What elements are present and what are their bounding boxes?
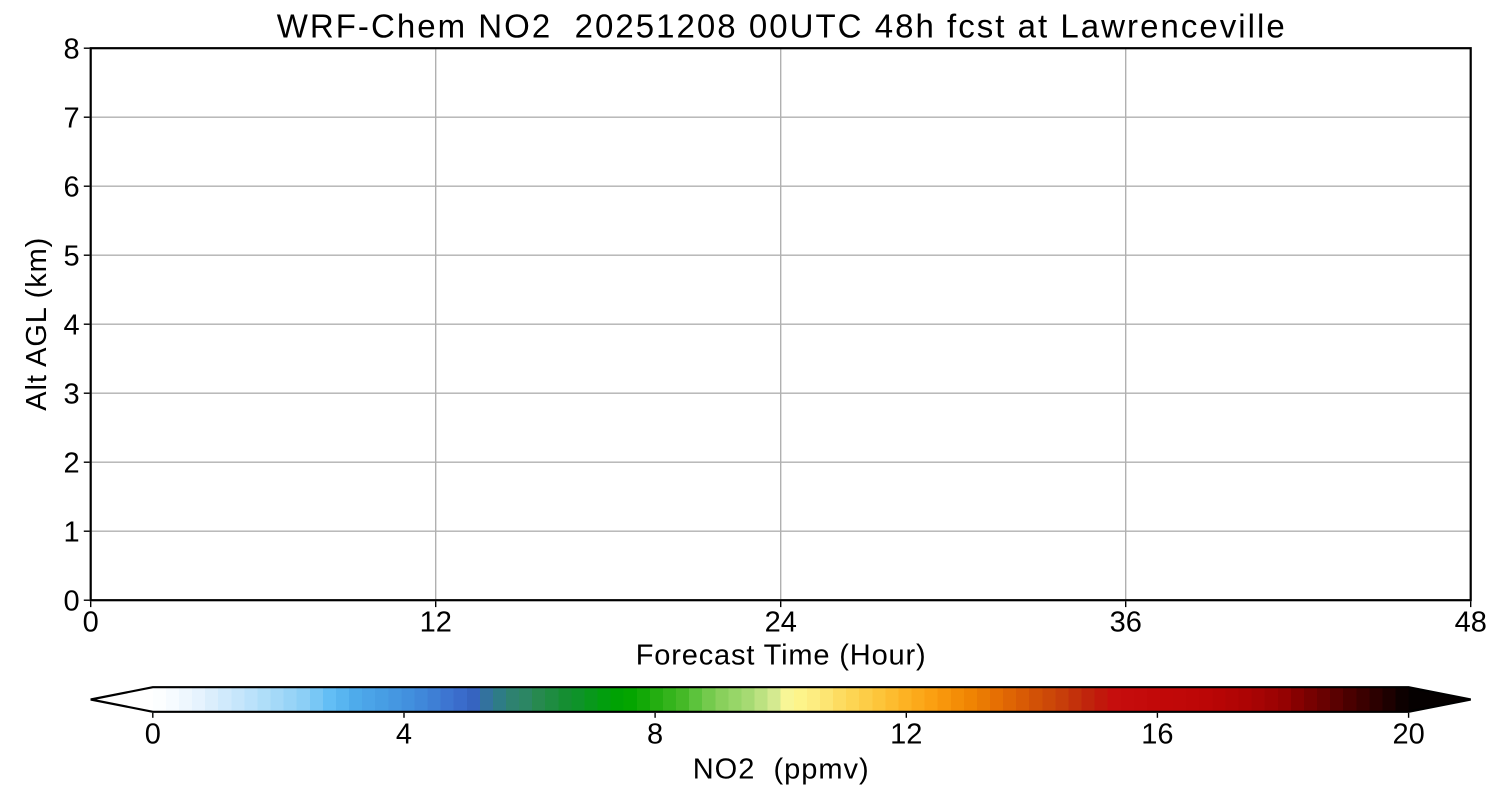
svg-text:8: 8 xyxy=(647,719,663,751)
svg-text:36: 36 xyxy=(1110,607,1142,639)
svg-text:Forecast Time (Hour): Forecast Time (Hour) xyxy=(636,640,926,672)
svg-text:48: 48 xyxy=(1455,607,1487,639)
svg-text:24: 24 xyxy=(765,607,797,639)
svg-text:WRF-Chem NO2 20251208 00UTC 4: WRF-Chem NO2 20251208 00UTC 48h fcst at … xyxy=(277,8,1285,45)
svg-text:Alt AGL (km): Alt AGL (km) xyxy=(21,238,53,411)
svg-text:16: 16 xyxy=(1141,719,1173,751)
svg-text:0: 0 xyxy=(64,585,80,617)
svg-text:3: 3 xyxy=(64,378,80,410)
svg-text:8: 8 xyxy=(64,33,80,65)
svg-text:2: 2 xyxy=(64,447,80,479)
svg-text:12: 12 xyxy=(420,607,452,639)
svg-text:6: 6 xyxy=(64,171,80,203)
svg-text:0: 0 xyxy=(83,607,99,639)
svg-text:5: 5 xyxy=(64,240,80,272)
svg-text:12: 12 xyxy=(890,719,922,751)
svg-text:0: 0 xyxy=(145,719,161,751)
svg-text:1: 1 xyxy=(64,516,80,548)
svg-text:4: 4 xyxy=(396,719,412,751)
svg-text:7: 7 xyxy=(64,102,80,134)
svg-text:20: 20 xyxy=(1392,719,1424,751)
svg-text:NO2 (ppmv): NO2 (ppmv) xyxy=(693,754,869,786)
svg-text:4: 4 xyxy=(64,309,80,341)
